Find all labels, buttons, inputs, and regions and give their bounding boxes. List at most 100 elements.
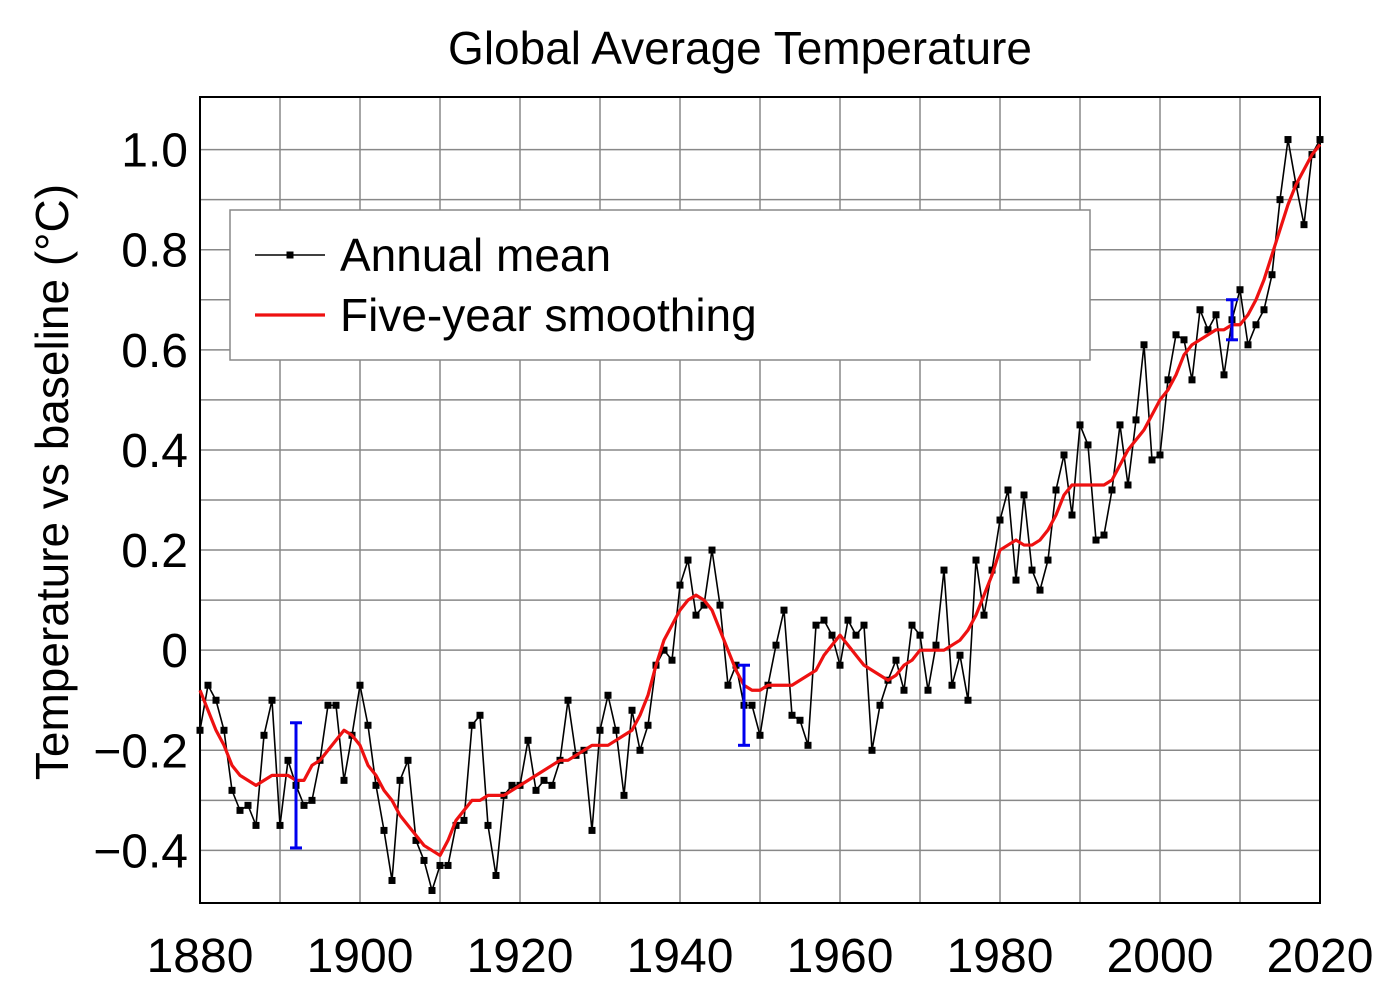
- data-point: [956, 651, 964, 659]
- data-point: [892, 656, 900, 664]
- data-point: [1172, 331, 1180, 339]
- data-point: [260, 731, 268, 739]
- data-point: [1028, 566, 1036, 574]
- data-point: [900, 686, 908, 694]
- smooth-line: [198, 143, 1322, 858]
- data-point: [1188, 376, 1196, 384]
- error-bar: [738, 663, 750, 747]
- data-point: [196, 726, 204, 734]
- data-point: [804, 741, 812, 749]
- data-point: [724, 681, 732, 689]
- data-point: [532, 786, 540, 794]
- data-point: [460, 816, 468, 824]
- data-point: [756, 731, 764, 739]
- data-point: [268, 696, 276, 704]
- x-tick-label: 2000: [1107, 930, 1214, 983]
- data-point: [1220, 371, 1228, 379]
- data-point: [1124, 481, 1132, 489]
- x-tick-label: 1880: [147, 930, 254, 983]
- data-point: [548, 781, 556, 789]
- data-point: [404, 756, 412, 764]
- data-point: [1300, 221, 1308, 229]
- y-tick-label: 0.8: [121, 225, 188, 278]
- data-point: [1036, 586, 1044, 594]
- data-point: [1268, 271, 1276, 279]
- y-tick-label: −0.2: [93, 725, 188, 778]
- legend-box: [229, 209, 1091, 361]
- data-point: [916, 631, 924, 639]
- data-point: [940, 566, 948, 574]
- data-point: [644, 721, 652, 729]
- error-bar: [1226, 298, 1238, 342]
- data-point: [1148, 456, 1156, 464]
- data-point: [388, 876, 396, 884]
- data-point: [220, 726, 228, 734]
- data-point: [508, 781, 516, 789]
- legend-marker: [286, 251, 294, 259]
- data-point: [932, 641, 940, 649]
- data-point: [1020, 491, 1028, 499]
- data-point: [476, 711, 484, 719]
- data-point: [812, 621, 820, 629]
- data-point: [876, 701, 884, 709]
- data-point: [1252, 321, 1260, 329]
- data-point: [844, 616, 852, 624]
- data-point: [1076, 421, 1084, 429]
- data-point: [1052, 486, 1060, 494]
- data-point: [1316, 136, 1324, 144]
- data-point: [796, 716, 804, 724]
- chart-title: Global Average Temperature: [448, 22, 1032, 74]
- data-point: [308, 796, 316, 804]
- x-tick-label: 1920: [467, 930, 574, 983]
- data-point: [1180, 336, 1188, 344]
- data-point: [820, 616, 828, 624]
- data-point: [924, 686, 932, 694]
- data-point: [540, 776, 548, 784]
- data-point: [788, 711, 796, 719]
- data-point: [860, 621, 868, 629]
- y-tick-label: −0.4: [93, 825, 188, 878]
- data-point: [284, 756, 292, 764]
- data-point: [700, 601, 708, 609]
- data-point: [908, 621, 916, 629]
- data-point: [436, 861, 444, 869]
- data-point: [620, 791, 628, 799]
- data-point: [244, 801, 252, 809]
- data-point: [692, 611, 700, 619]
- data-point: [628, 706, 636, 714]
- data-point: [356, 681, 364, 689]
- y-tick-label: 0.2: [121, 525, 188, 578]
- data-point: [428, 886, 436, 894]
- data-point: [1012, 576, 1020, 584]
- data-point: [1156, 451, 1164, 459]
- data-point: [1140, 341, 1148, 349]
- data-point: [300, 801, 308, 809]
- x-tick-label: 1900: [307, 930, 414, 983]
- data-point: [676, 581, 684, 589]
- legend-label: Annual mean: [340, 229, 611, 281]
- x-tick-label: 1980: [947, 930, 1054, 983]
- data-point: [420, 856, 428, 864]
- data-point: [1004, 486, 1012, 494]
- data-point: [772, 641, 780, 649]
- data-point: [1244, 341, 1252, 349]
- data-point: [852, 631, 860, 639]
- data-point: [716, 601, 724, 609]
- y-tick-label: 0: [161, 625, 188, 678]
- x-tick-label: 1960: [787, 930, 894, 983]
- data-point: [484, 821, 492, 829]
- data-point: [340, 776, 348, 784]
- x-tick-label: 2020: [1267, 930, 1374, 983]
- data-point: [204, 681, 212, 689]
- data-point: [972, 556, 980, 564]
- data-point: [1060, 451, 1068, 459]
- y-axis-label: Temperature vs baseline (°C): [26, 184, 78, 780]
- data-point: [1276, 196, 1284, 204]
- data-point: [1068, 511, 1076, 519]
- data-point: [732, 661, 740, 669]
- data-point: [1108, 486, 1116, 494]
- data-point: [780, 606, 788, 614]
- legend-label: Five-year smoothing: [340, 289, 757, 341]
- data-point: [252, 821, 260, 829]
